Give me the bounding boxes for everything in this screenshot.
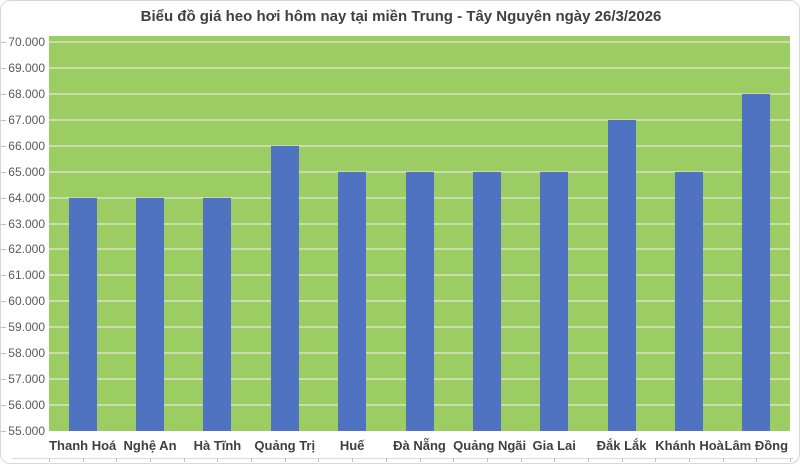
x-axis-tick <box>554 458 556 462</box>
y-tick-label: 57.000 <box>8 372 45 387</box>
y-axis-tick <box>1 223 6 225</box>
y-axis-tick <box>1 379 6 381</box>
x-axis-tick <box>385 458 387 462</box>
gridline <box>49 66 790 69</box>
x-axis-tick <box>419 458 421 462</box>
y-tick-label: 63.000 <box>8 216 45 231</box>
x-category-label: Nghệ An <box>123 438 177 453</box>
y-tick-label: 61.000 <box>8 268 45 283</box>
y-tick-label: 70.000 <box>8 35 45 49</box>
y-axis-tick <box>1 327 6 329</box>
y-tick-label: 68.000 <box>8 86 45 101</box>
x-category-label: Quảng Ngãi <box>453 438 527 453</box>
y-tick-label: 62.000 <box>8 242 45 257</box>
y-tick-label: 60.000 <box>8 294 45 309</box>
y-tick-label: 64.000 <box>8 190 45 205</box>
x-category-label: Lâm Đồng <box>724 438 789 453</box>
bar <box>68 197 97 431</box>
x-axis-tick <box>756 458 758 462</box>
bar <box>674 171 703 431</box>
x-axis-tick <box>284 458 286 462</box>
x-axis-tick <box>520 458 522 462</box>
x-axis-line <box>11 458 793 459</box>
x-axis-tick <box>621 458 623 462</box>
gridline <box>49 92 790 95</box>
x-category-label: Hà Tĩnh <box>193 438 242 453</box>
y-axis-tick <box>1 197 6 199</box>
gridline <box>49 118 790 121</box>
x-category-label: Huế <box>339 438 365 453</box>
bar <box>405 171 434 431</box>
y-axis-tick <box>1 42 6 43</box>
y-axis-tick <box>1 431 6 432</box>
x-category-label: Đắk Lắk <box>596 438 647 453</box>
x-axis-tick <box>49 458 50 462</box>
x-axis-tick <box>251 458 253 462</box>
y-tick-label: 58.000 <box>8 346 45 361</box>
x-axis-tick <box>217 458 219 462</box>
x-category-label: Quảng Trị <box>254 438 316 453</box>
x-axis-tick <box>688 458 690 462</box>
y-tick-label: 65.000 <box>8 164 45 179</box>
x-axis-tick <box>486 458 488 462</box>
x-axis-tick <box>722 458 724 462</box>
bar <box>607 119 636 431</box>
x-axis-tick <box>655 458 657 462</box>
y-tick-label: 55.000 <box>8 424 45 438</box>
y-tick-label: 67.000 <box>8 112 45 127</box>
x-category-label: Thanh Hoá <box>49 438 117 453</box>
x-axis-tick <box>82 458 84 462</box>
y-axis-tick <box>1 353 6 355</box>
bar <box>136 197 165 431</box>
x-axis-tick <box>790 458 791 462</box>
y-axis-tick <box>1 405 6 407</box>
x-axis-tick <box>150 458 152 462</box>
x-category-label: Gia Lai <box>532 438 576 453</box>
y-axis-tick <box>1 171 6 173</box>
y-tick-label: 56.000 <box>8 398 45 413</box>
bar <box>338 171 367 431</box>
y-axis-tick <box>1 145 6 147</box>
y-axis-tick <box>1 93 6 95</box>
y-axis-tick <box>1 301 6 303</box>
bar <box>270 145 299 431</box>
x-axis-tick <box>352 458 354 462</box>
x-axis-tick <box>116 458 118 462</box>
y-tick-label: 59.000 <box>8 320 45 335</box>
y-axis-tick <box>1 249 6 251</box>
x-category-label: Khánh Hoà <box>655 438 724 453</box>
y-axis-tick <box>1 119 6 121</box>
bar <box>742 93 771 431</box>
x-category-label: Đà Nẵng <box>393 438 446 453</box>
gridline <box>49 144 790 147</box>
x-axis-tick <box>183 458 185 462</box>
bar <box>203 197 232 431</box>
y-tick-label: 66.000 <box>8 138 45 153</box>
x-axis-tick <box>587 458 589 462</box>
bar <box>472 171 501 431</box>
x-axis-tick <box>318 458 320 462</box>
y-tick-label: 69.000 <box>8 60 45 75</box>
y-axis-tick <box>1 275 6 277</box>
chart-title: Biểu đồ giá heo hơi hôm nay tại miền Tru… <box>140 8 662 25</box>
y-axis-tick <box>1 67 6 69</box>
gridline <box>49 41 790 43</box>
bar <box>540 171 569 431</box>
x-axis-tick <box>453 458 455 462</box>
